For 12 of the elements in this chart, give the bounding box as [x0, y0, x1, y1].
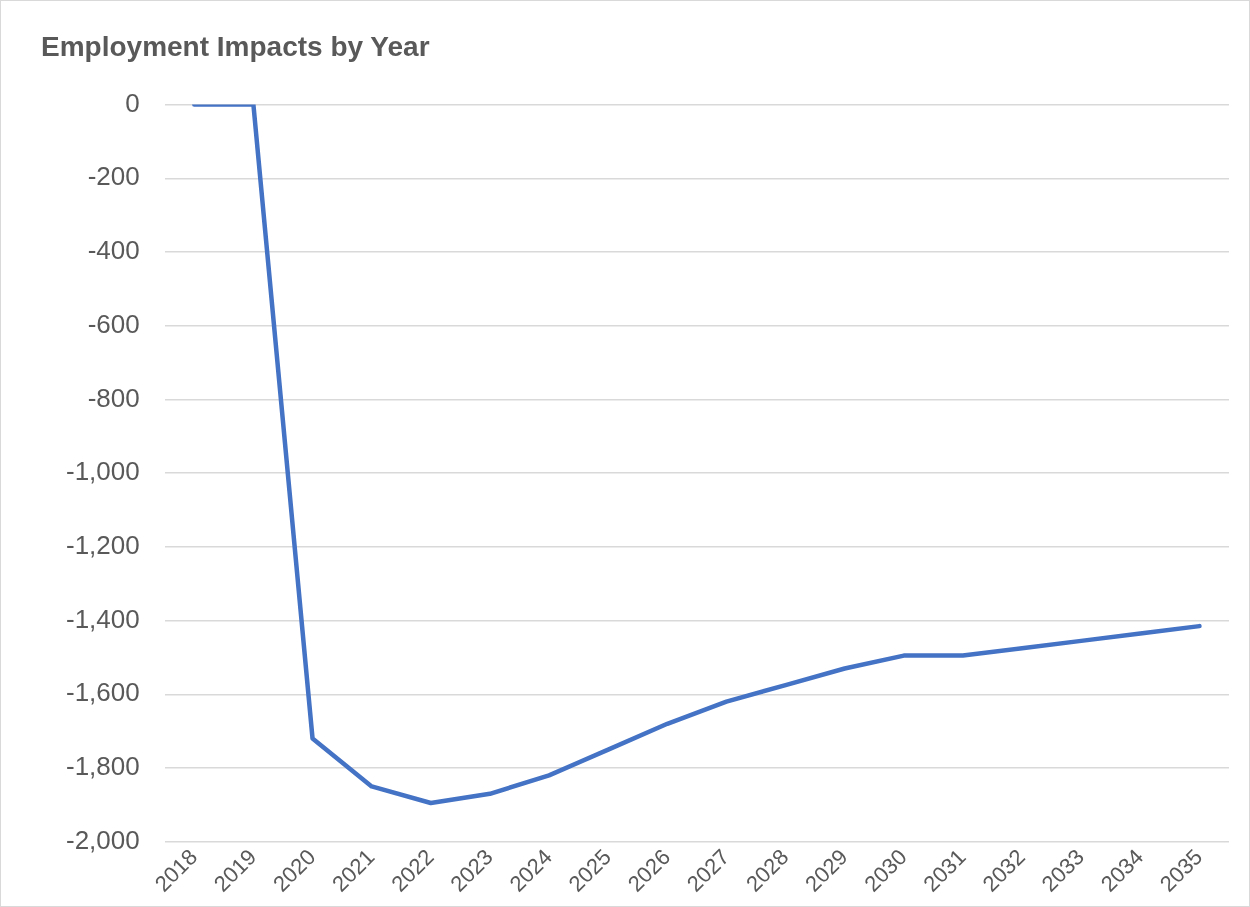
y-tick-label: -200: [87, 161, 140, 192]
y-tick-label: -600: [87, 308, 140, 339]
y-tick-label: -400: [87, 235, 140, 266]
y-tick-label: -1,200: [65, 530, 140, 561]
y-tick-label: 0: [125, 87, 140, 118]
y-tick-label: -1,000: [65, 456, 140, 487]
y-tick-label: -1,600: [65, 677, 140, 708]
y-tick-label: -800: [87, 382, 140, 413]
chart-title: Employment Impacts by Year: [41, 30, 430, 62]
y-tick-label: -1,800: [65, 751, 140, 782]
y-tick-label: -2,000: [65, 824, 140, 855]
y-tick-label: -1,400: [65, 603, 140, 634]
